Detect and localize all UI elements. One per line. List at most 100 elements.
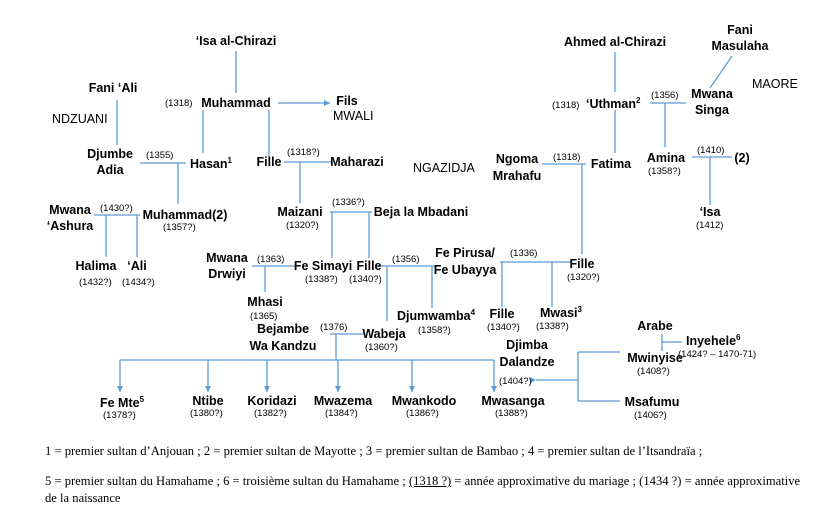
inyehele-sup: 6: [736, 333, 741, 342]
year-bejambe-wabeja: (1376): [320, 322, 347, 333]
person-wabeja: Wabeja: [362, 327, 406, 341]
djumwamba-sup: 4: [471, 308, 476, 317]
year-djumwamba: (1358?): [418, 325, 451, 336]
year-mhasi: (1365): [250, 311, 277, 322]
year-fille-c: (1320?): [567, 272, 600, 283]
fe-mte-sup: 5: [140, 395, 145, 404]
year-mwana-ashura: (1430?): [100, 203, 133, 214]
connector-lines: [94, 51, 733, 402]
person-bejambe-line1: Bejambe: [257, 322, 309, 336]
person-ngoma-line2: Mrahafu: [493, 169, 542, 183]
inyehele-name: Inyehele: [686, 334, 736, 348]
person-fani-ali: Fani ‘Ali: [89, 81, 138, 95]
person-uthman: ‘Uthman2: [586, 96, 641, 111]
region-labels: NDZUANI MWALI NGAZIDJA MAORE: [52, 77, 798, 175]
year-mwankodo: (1386?): [406, 408, 439, 419]
person-mwana-drwiyi-line1: Mwana: [206, 251, 249, 265]
year-mwazema: (1384?): [325, 408, 358, 419]
person-djumwamba: Djumwamba4: [397, 308, 476, 323]
year-isa: (1412): [696, 220, 723, 231]
year-mwinyise: (1408?): [637, 366, 670, 377]
year-maizani: (1320?): [286, 220, 319, 231]
person-fe-simayi: Fe Simayi: [294, 259, 352, 273]
person-arabe: Arabe: [637, 319, 672, 333]
year-fe-mte: (1378?): [103, 410, 136, 421]
person-fille-c: Fille: [569, 257, 594, 271]
person-mwana-ashura-line1: Mwana: [49, 203, 92, 217]
hasan-name: Hasan: [190, 157, 228, 171]
year-fille-maharazi: (1318?): [287, 147, 320, 158]
person-mwana-singa-line2: Singa: [695, 103, 730, 117]
person-hasan: Hasan1: [190, 156, 233, 171]
person-halima: Halima: [76, 259, 118, 273]
person-maizani: Maizani: [277, 205, 322, 219]
year-amina-2: (1410): [697, 145, 724, 156]
year-pirusa-fille: (1336): [510, 248, 537, 259]
year-amina: (1358?): [648, 166, 681, 177]
fe-mte-name: Fe Mte: [100, 396, 140, 410]
year-fille-d: (1340?): [487, 322, 520, 333]
year-halima: (1432?): [79, 277, 112, 288]
person-fatima: Fatima: [591, 157, 632, 171]
year-maizani-beja: (1336?): [332, 197, 365, 208]
year-mwasi: (1338?): [536, 321, 569, 332]
genealogy-tree: ‘Isa al-Chirazi Fani ‘Ali Muhammad Fils …: [47, 23, 798, 421]
year-annotations: (1318) (1355) (1318?) (1430?) (1357?) (1…: [79, 90, 756, 421]
person-fe-pirusa-line2: Fe Ubayya: [434, 263, 498, 277]
year-muhammad: (1318): [165, 98, 192, 109]
person-maharazi: Maharazi: [330, 155, 384, 169]
person-names: ‘Isa al-Chirazi Fani ‘Ali Muhammad Fils …: [47, 23, 770, 410]
person-mhasi: Mhasi: [247, 295, 282, 309]
person-2-spouse: (2): [734, 151, 749, 165]
legend-line-2: 5 = premier sultan du Hamahame ; 6 = tro…: [45, 473, 805, 506]
year-uthman-singa: (1356): [651, 90, 678, 101]
year-mwasanga: (1388?): [495, 408, 528, 419]
person-amina: Amina: [647, 151, 686, 165]
person-fils: Fils: [336, 94, 358, 108]
person-mwana-singa-line1: Mwana: [691, 87, 734, 101]
year-inyehele: (1424? – 1470-71): [678, 349, 756, 360]
legend: 1 = premier sultan d’Anjouan ; 2 = premi…: [45, 443, 805, 506]
year-msafumu: (1406?): [634, 410, 667, 421]
year-fille-b-djumwamba: (1356): [392, 254, 419, 265]
year-hasan-djumbe: (1355): [146, 150, 173, 161]
region-ngazidja: NGAZIDJA: [413, 161, 475, 175]
person-fani-masulaha-line2: Masulaha: [712, 39, 770, 53]
person-fille-a: Fille: [256, 155, 281, 169]
legend-line-1: 1 = premier sultan d’Anjouan ; 2 = premi…: [45, 444, 703, 458]
person-djumbe-adia-line1: Djumbe: [87, 147, 133, 161]
person-ntibe: Ntibe: [192, 394, 223, 408]
mwasi-name: Mwasi: [540, 306, 578, 320]
year-koridazi: (1382?): [254, 408, 287, 419]
person-djimba-line1: Djimba: [506, 338, 549, 352]
person-ahmed-al-chirazi: Ahmed al-Chirazi: [564, 35, 666, 49]
year-djimba-mwinyise: (1404?): [499, 376, 532, 387]
year-wabeja: (1360?): [365, 342, 398, 353]
person-inyehele: Inyehele6: [686, 333, 741, 348]
year-fille-b: (1340?): [349, 274, 382, 285]
year-ali: (1434?): [122, 277, 155, 288]
region-mwali: MWALI: [333, 109, 374, 123]
legend-marriage-sample: (1318 ?): [408, 474, 452, 489]
year-ngoma-fatima: (1318): [553, 152, 580, 163]
uthman-name: ‘Uthman: [586, 97, 636, 111]
person-isa-al-chirazi: ‘Isa al-Chirazi: [196, 34, 277, 48]
region-maore: MAORE: [752, 77, 798, 91]
person-ngoma-line1: Ngoma: [496, 152, 539, 166]
year-fe-simayi: (1338?): [305, 274, 338, 285]
person-ali: ‘Ali: [127, 259, 146, 273]
person-koridazi: Koridazi: [247, 394, 296, 408]
person-djumbe-adia-line2: Adia: [96, 163, 124, 177]
person-mwasi: Mwasi3: [540, 305, 583, 320]
person-muhammad: Muhammad: [201, 96, 270, 110]
uthman-sup: 2: [636, 96, 641, 105]
mwasi-sup: 3: [578, 305, 583, 314]
person-isa: ‘Isa: [700, 205, 722, 219]
person-fille-b: Fille: [356, 259, 381, 273]
year-uthman: (1318): [552, 100, 579, 111]
region-ndzuani: NDZUANI: [52, 112, 108, 126]
person-fe-mte: Fe Mte5: [100, 395, 145, 410]
legend-line-2-part-b: = année approximative du mariage ; (1434…: [45, 474, 801, 505]
person-mwana-ashura-line2: ‘Ashura: [47, 219, 95, 233]
person-mwasanga: Mwasanga: [481, 394, 545, 408]
